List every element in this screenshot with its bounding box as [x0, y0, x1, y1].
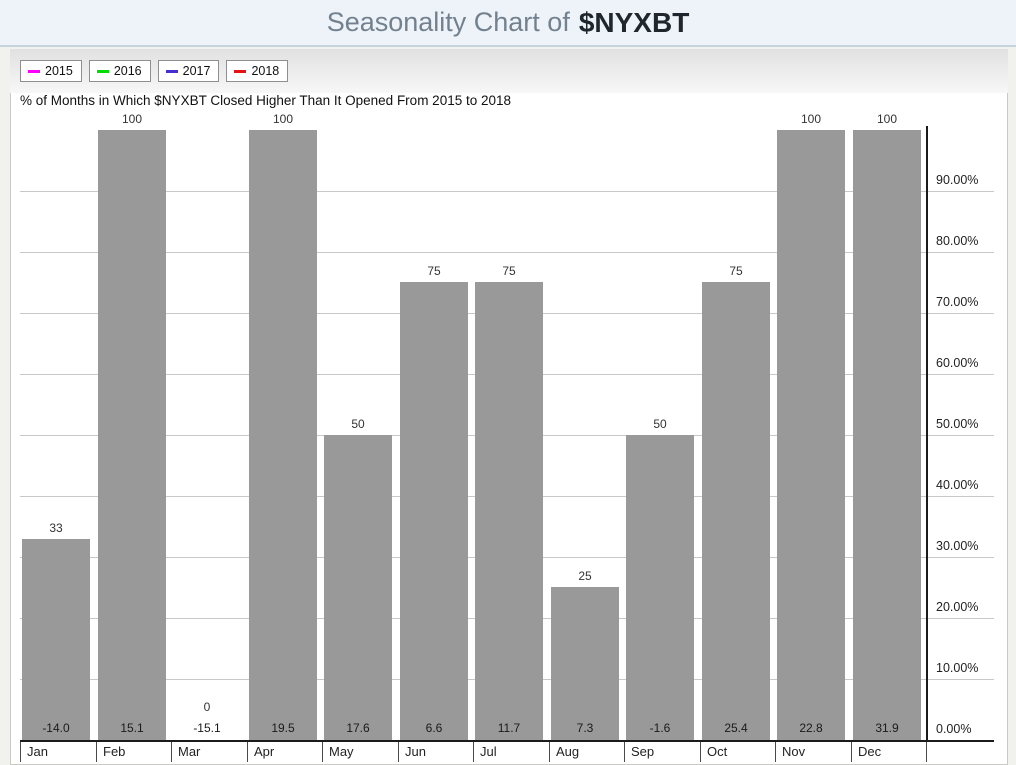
- bar-jun: [400, 282, 468, 740]
- page-title-symbol: $NYXBT: [578, 6, 690, 38]
- bar-value-label-feb: 100: [121, 112, 143, 126]
- bar-value-label-aug: 25: [578, 569, 592, 583]
- month-tick: [171, 741, 172, 762]
- bar-value-label-sep: 50: [653, 417, 667, 431]
- legend-item-label: 2015: [45, 64, 73, 78]
- y-axis-tick-label: 60.00%: [936, 356, 979, 370]
- month-label-apr: Apr: [254, 744, 275, 759]
- avg-change-label-aug: 7.3: [576, 721, 594, 735]
- legend-item-label: 2016: [113, 64, 142, 78]
- month-tick: [926, 741, 927, 762]
- avg-change-label-nov: 22.8: [799, 721, 823, 735]
- avg-change-label-apr: 19.5: [271, 721, 295, 735]
- bar-oct: [702, 282, 770, 740]
- y-axis-tick-label: 90.00%: [936, 173, 979, 187]
- legend-item-label: 2018: [251, 64, 280, 78]
- avg-change-label-mar: -15.1: [193, 721, 221, 735]
- bar-jul: [475, 282, 543, 740]
- y-axis-line: [926, 126, 928, 742]
- month-tick: [549, 741, 550, 762]
- avg-change-label-jul: 11.7: [497, 721, 521, 735]
- legend-item-2015[interactable]: 2015: [20, 60, 82, 82]
- header: Seasonality Chart of $NYXBT: [0, 0, 1016, 47]
- month-tick: [20, 741, 21, 762]
- month-tick: [322, 741, 323, 762]
- avg-change-label-may: 17.6: [346, 721, 370, 735]
- legend-color-dash-icon: [165, 69, 178, 73]
- legend-item-2018[interactable]: 2018: [226, 60, 289, 82]
- bar-jan: [22, 539, 90, 740]
- bar-value-label-jan: 33: [49, 521, 63, 535]
- legend-color-dash-icon: [234, 69, 247, 73]
- bar-aug: [551, 587, 619, 740]
- bar-may: [324, 435, 392, 740]
- bar-dec: [853, 130, 921, 740]
- y-axis-tick-label: 10.00%: [936, 661, 979, 675]
- bar-value-label-apr: 100: [272, 112, 294, 126]
- x-axis-line: [20, 740, 994, 742]
- month-tick: [96, 741, 97, 762]
- month-tick: [700, 741, 701, 762]
- gridline-90: [20, 191, 994, 192]
- bar-sep: [626, 435, 694, 740]
- month-label-feb: Feb: [103, 744, 126, 759]
- y-axis-tick-label: 0.00%: [936, 722, 972, 736]
- y-axis-tick-label: 50.00%: [936, 417, 979, 431]
- legend-color-dash-icon: [28, 69, 40, 73]
- month-tick: [247, 741, 248, 762]
- month-label-dec: Dec: [858, 744, 882, 759]
- month-label-sep: Sep: [631, 744, 655, 759]
- bar-value-label-jun: 75: [427, 264, 441, 278]
- month-label-jun: Jun: [405, 744, 426, 759]
- page-title-prefix: Seasonality Chart of: [326, 7, 570, 37]
- bar-feb: [98, 130, 166, 740]
- y-axis-tick-label: 20.00%: [936, 600, 979, 614]
- y-axis-tick-label: 80.00%: [936, 234, 979, 248]
- month-label-jul: Jul: [480, 744, 497, 759]
- avg-change-label-sep: -1.6: [649, 721, 671, 735]
- bar-apr: [249, 130, 317, 740]
- chart-subtitle: % of Months in Which $NYXBT Closed Highe…: [20, 93, 512, 108]
- month-tick: [398, 741, 399, 762]
- month-tick: [473, 741, 474, 762]
- y-axis-tick-label: 70.00%: [936, 295, 979, 309]
- month-label-nov: Nov: [782, 744, 806, 759]
- bar-nov: [777, 130, 845, 740]
- month-label-may: May: [329, 744, 354, 759]
- month-label-jan: Jan: [27, 744, 48, 759]
- bar-value-label-jul: 75: [502, 264, 516, 278]
- avg-change-label-jun: 6.6: [425, 721, 443, 735]
- bar-value-label-nov: 100: [800, 112, 822, 126]
- y-axis-tick-label: 40.00%: [936, 478, 979, 492]
- bar-value-label-dec: 100: [876, 112, 898, 126]
- bar-value-label-oct: 75: [729, 264, 743, 278]
- avg-change-label-dec: 31.9: [875, 721, 899, 735]
- legend-item-2017[interactable]: 2017: [157, 60, 220, 82]
- month-tick: [775, 741, 776, 762]
- month-label-aug: Aug: [556, 744, 580, 759]
- y-axis-tick-label: 30.00%: [936, 539, 979, 553]
- legend-strip: 2015 2016 2017 2018: [10, 49, 1008, 93]
- bar-value-label-may: 50: [351, 417, 365, 431]
- gridline-80: [20, 252, 994, 253]
- month-label-mar: Mar: [178, 744, 201, 759]
- legend-item-label: 2017: [182, 64, 211, 78]
- legend-item-2016[interactable]: 2016: [88, 60, 151, 82]
- avg-change-label-oct: 25.4: [724, 721, 748, 735]
- avg-change-label-feb: 15.1: [120, 721, 144, 735]
- month-tick: [624, 741, 625, 762]
- avg-change-label-jan: -14.0: [42, 721, 70, 735]
- bar-value-label-mar: 0: [203, 700, 211, 714]
- month-tick: [851, 741, 852, 762]
- legend-color-dash-icon: [96, 69, 109, 73]
- month-label-oct: Oct: [707, 744, 728, 759]
